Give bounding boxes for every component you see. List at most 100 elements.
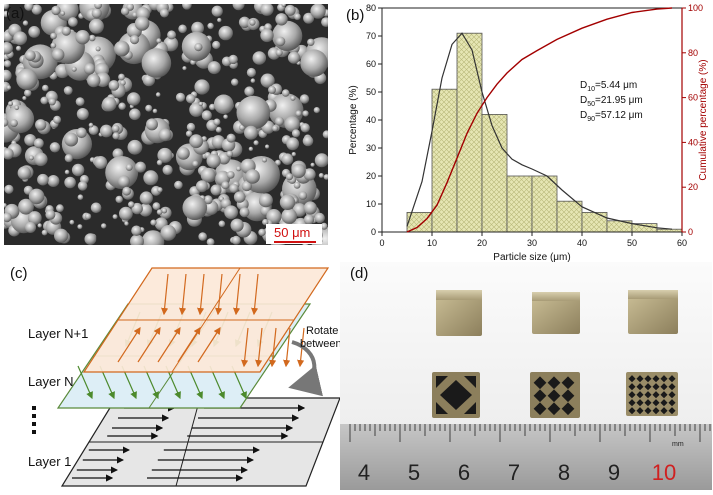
lattice-hole — [652, 375, 660, 383]
lattice-hole — [644, 375, 652, 383]
powder-particle — [314, 153, 328, 168]
powder-particle — [198, 101, 204, 107]
powder-particle — [88, 122, 94, 128]
powder-particle — [236, 95, 271, 130]
powder-particle — [244, 125, 258, 140]
powder-particle — [47, 175, 60, 187]
lattice-hole — [660, 399, 668, 407]
powder-particle — [186, 94, 196, 104]
powder-particle — [152, 202, 161, 211]
x-tick-label: 10 — [427, 238, 437, 248]
powder-particle — [303, 168, 316, 181]
powder-particle — [99, 124, 113, 138]
powder-particle — [24, 134, 37, 146]
powder-particle — [210, 184, 222, 196]
scan-vector-arrow — [233, 273, 241, 316]
powder-particle — [37, 173, 49, 186]
powder-particle — [63, 86, 73, 95]
powder-particle — [139, 191, 153, 205]
panel-b-label: (b) — [346, 7, 364, 24]
powder-particle — [4, 10, 10, 18]
y2-tick-label: 0 — [688, 227, 693, 237]
powder-particle — [157, 147, 173, 163]
x-tick-label: 60 — [677, 238, 687, 248]
lattice-hole — [660, 375, 668, 383]
powder-particle — [34, 152, 48, 167]
powder-particle — [182, 4, 192, 10]
histogram-bar — [481, 114, 508, 233]
powder-particle — [236, 166, 242, 172]
powder-particle — [118, 102, 126, 110]
powder-particle — [53, 115, 62, 124]
powder-particle — [27, 211, 42, 225]
svg-text:D10=5.44 μm: D10=5.44 μm — [580, 80, 637, 93]
powder-particle — [281, 208, 298, 224]
powder-particle — [4, 148, 14, 160]
powder-particle — [272, 125, 279, 132]
lattice-hole — [636, 375, 644, 383]
scan-vector-arrow — [197, 326, 221, 363]
fit-curve — [406, 32, 673, 230]
scale-bar-box: 50 μm — [266, 224, 322, 244]
powder-particle — [223, 114, 228, 120]
scan-vector-arrow — [157, 326, 181, 363]
powder-particle — [281, 4, 286, 7]
y2-tick-label: 40 — [688, 137, 698, 147]
y-tick-label: 50 — [366, 87, 376, 97]
ruler: 4 5 6 7 8 9 10 mm — [340, 424, 712, 490]
powder-particle — [50, 32, 57, 40]
lattice-hole — [644, 399, 652, 407]
lattice-hole — [628, 375, 636, 383]
powder-particle — [307, 38, 315, 46]
lattice-hole — [628, 383, 636, 391]
powder-particle — [127, 92, 141, 106]
powder-particle — [231, 78, 239, 86]
y2-tick-label: 80 — [688, 48, 698, 58]
powder-particle — [101, 223, 107, 229]
powder-particle — [265, 144, 270, 149]
powder-particle — [64, 169, 70, 175]
powder-particle — [28, 188, 45, 205]
powder-particle — [71, 163, 85, 177]
powder-particle — [134, 16, 150, 31]
powder-particle — [218, 25, 233, 41]
powder-particle — [31, 4, 42, 15]
powder-particle — [64, 132, 79, 147]
powder-particle — [260, 73, 275, 88]
powder-particle — [125, 163, 133, 171]
lattice-hole — [652, 383, 660, 391]
powder-particle — [84, 213, 92, 220]
scan-vector-arrow — [215, 273, 223, 316]
histogram-bar — [631, 223, 658, 233]
x-tick-label: 30 — [527, 238, 537, 248]
ruler-number: 10 — [652, 460, 676, 485]
powder-particle — [229, 183, 239, 193]
ruler-number: 7 — [508, 460, 520, 485]
y-tick-label: 70 — [366, 31, 376, 41]
powder-particle — [207, 61, 221, 75]
ruler-number: 4 — [358, 460, 370, 485]
powder-particle — [156, 209, 163, 215]
powder-particle — [24, 221, 37, 233]
powder-particle — [275, 13, 288, 26]
powder-particle — [129, 35, 140, 45]
powder-particle — [152, 108, 158, 114]
layer-1-plane — [60, 397, 341, 487]
y-tick-label: 30 — [366, 143, 376, 153]
solid-cube-2 — [532, 292, 580, 334]
powder-particle — [198, 232, 207, 241]
powder-particle — [286, 137, 300, 151]
powder-particle — [159, 8, 169, 18]
powder-particle — [76, 108, 89, 120]
d-stat-annotations: D10=5.44 μm D50=21.95 μm D90=57.12 μm — [580, 80, 643, 123]
powder-particle — [54, 228, 69, 243]
scan-vector-arrow — [241, 327, 249, 368]
powder-particle — [302, 135, 314, 147]
lattice-hole — [668, 399, 676, 407]
powder-particle — [175, 92, 186, 102]
ruler-number: 5 — [408, 460, 420, 485]
powder-particle — [186, 122, 196, 132]
lattice-hole — [636, 399, 644, 407]
powder-particle — [291, 163, 306, 179]
powder-particle — [28, 155, 34, 161]
